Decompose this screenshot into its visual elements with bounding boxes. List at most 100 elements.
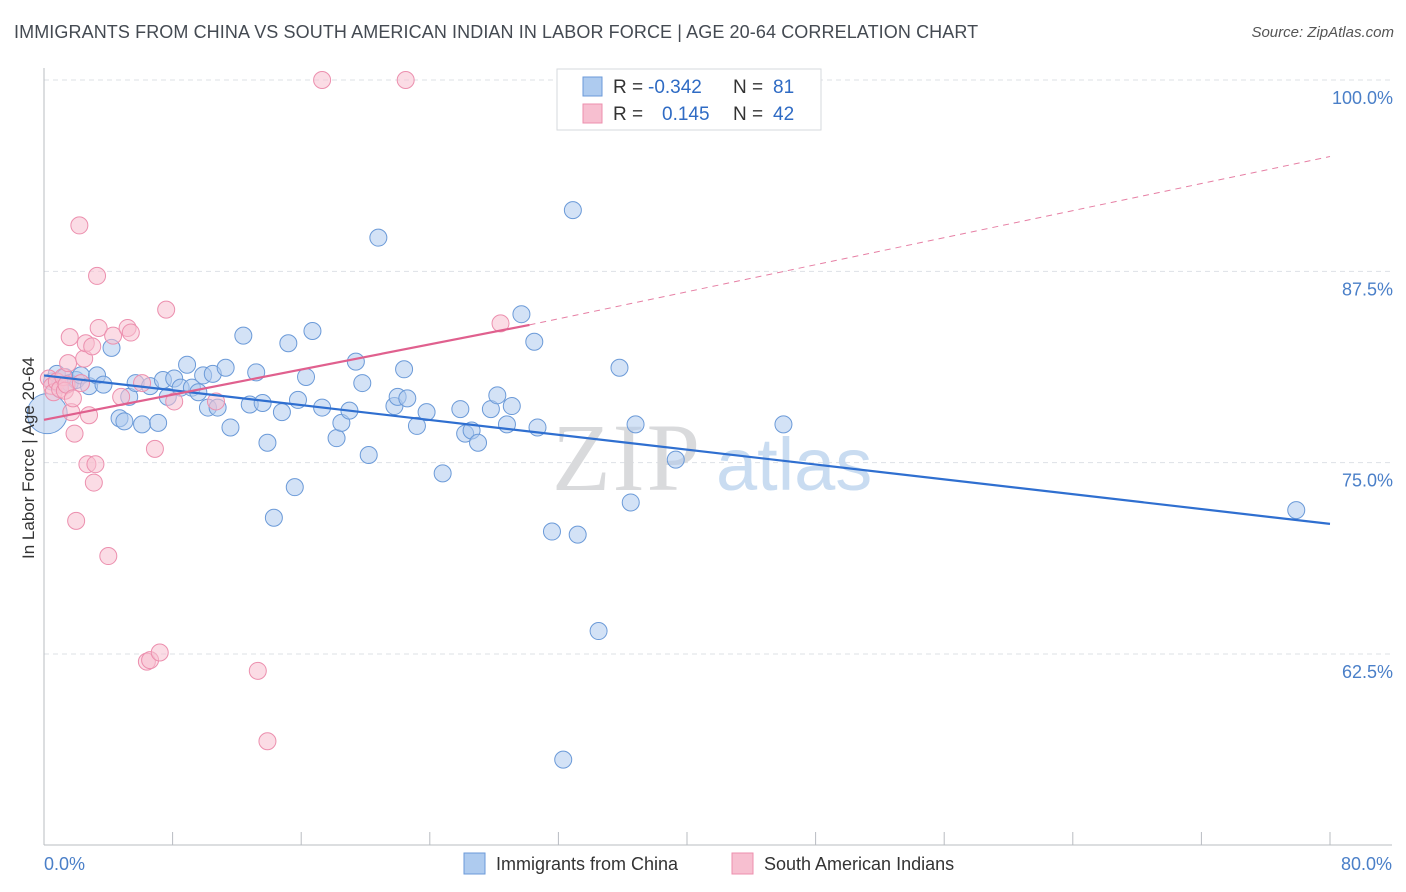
point-south-american-indians-8 (59, 354, 78, 373)
x-tick-labels: 0.0% 80.0% (44, 854, 1392, 874)
legend-r-label-2: R = (613, 104, 643, 125)
point-south-american-indians-38 (248, 661, 267, 680)
point-china-37 (264, 508, 283, 527)
point-south-american-indians-37 (207, 392, 226, 411)
y-axis-title: In Labor Force | Age 20-64 (19, 357, 38, 559)
point-china-73 (568, 525, 587, 544)
point-south-american-indians-42 (491, 314, 510, 333)
y-tick-label-1: 75.0% (1342, 471, 1393, 491)
chart-title: IMMIGRANTS FROM CHINA VS SOUTH AMERICAN … (14, 22, 979, 42)
correlation-legend: R = -0.342 N = 81 R = 0.145 N = 42 (556, 68, 822, 131)
watermark-atlas: atlas (716, 423, 872, 506)
point-china-76 (621, 493, 640, 512)
point-china-77 (626, 415, 645, 434)
legend-r-label-1: R = (613, 77, 643, 98)
point-south-american-indians-12 (65, 424, 84, 443)
point-south-american-indians-36 (165, 392, 184, 411)
point-china-78 (666, 450, 685, 469)
point-south-american-indians-25 (99, 547, 118, 566)
point-south-american-indians-33 (145, 439, 164, 458)
point-china-42 (297, 367, 316, 386)
point-china-40 (285, 478, 304, 497)
source-label: Source: ZipAtlas.com (1251, 24, 1394, 41)
legend-swatch-pink (582, 103, 603, 124)
series-south-american-indian-points (39, 71, 510, 751)
trend-line-south-american-indians (43, 323, 530, 421)
legend-swatch-blue (582, 76, 603, 97)
point-china-70 (542, 522, 561, 541)
axes (43, 68, 1392, 846)
point-south-american-indians-41 (396, 71, 415, 89)
point-south-american-indians-39 (258, 732, 277, 751)
point-china-23 (178, 355, 197, 374)
point-china-45 (327, 429, 346, 448)
point-south-american-indians-35 (157, 300, 176, 319)
point-south-american-indians-24 (89, 318, 108, 337)
trend-line-china (43, 374, 1331, 525)
gridlines (44, 79, 1392, 655)
point-south-american-indians-21 (84, 473, 103, 492)
point-china-30 (216, 358, 235, 377)
point-china-64 (488, 386, 507, 405)
legend-r-value-1: -0.342 (648, 77, 702, 98)
point-south-american-indians-26 (104, 326, 123, 345)
point-china-48 (346, 352, 365, 371)
bottom-legend-swatch-china (463, 852, 486, 875)
x-tick-label-min: 0.0% (44, 854, 85, 874)
point-south-american-indians-23 (88, 266, 107, 285)
point-south-american-indians-13 (67, 511, 86, 530)
bottom-legend-label-south-american-indians: South American Indians (764, 854, 954, 874)
point-south-american-indians-22 (86, 455, 105, 474)
y-tick-labels: 62.5% 75.0% 87.5% 100.0% (1332, 88, 1393, 682)
point-south-american-indians-30 (133, 374, 152, 393)
legend-n-label-2: N = (733, 104, 763, 125)
point-china-16 (133, 415, 152, 434)
point-china-43 (303, 322, 322, 341)
point-china-35 (253, 393, 272, 412)
point-china-50 (359, 446, 378, 465)
legend-r-value-2: 0.145 (662, 104, 710, 125)
point-china-71 (554, 750, 573, 769)
point-china-31 (221, 418, 240, 437)
point-china-80 (1287, 501, 1306, 520)
point-china-75 (610, 358, 629, 377)
point-china-79 (774, 415, 793, 434)
y-tick-label-2: 87.5% (1342, 279, 1393, 299)
bottom-legend-label-china: Immigrants from China (496, 854, 679, 874)
series-legend: Immigrants from China South American Ind… (463, 852, 954, 875)
point-china-72 (563, 201, 582, 220)
x-tick-label-max: 80.0% (1341, 854, 1392, 874)
point-south-american-indians-15 (71, 374, 90, 393)
point-south-american-indians-40 (313, 71, 332, 89)
point-china-10 (94, 375, 113, 394)
point-china-62 (469, 433, 488, 452)
point-china-39 (279, 334, 298, 353)
point-china-51 (369, 228, 388, 247)
point-south-american-indians-14 (70, 216, 89, 235)
legend-n-label-1: N = (733, 77, 763, 98)
point-china-18 (149, 413, 168, 432)
point-china-49 (353, 374, 372, 393)
point-china-67 (512, 305, 531, 324)
legend-n-value-2: 42 (773, 104, 794, 125)
point-china-54 (395, 360, 414, 379)
point-south-american-indians-29 (121, 323, 140, 342)
point-china-55 (398, 389, 417, 408)
point-south-american-indians-34 (150, 643, 169, 662)
y-tick-label-0: 62.5% (1342, 662, 1393, 682)
point-south-american-indians-11 (63, 389, 82, 408)
trend-line-south-american-indians-extension (529, 156, 1331, 326)
point-china-66 (502, 397, 521, 416)
point-china-58 (433, 464, 452, 483)
point-china-13 (115, 412, 134, 431)
legend-n-value-1: 81 (773, 77, 794, 98)
trend-lines (43, 156, 1331, 525)
point-south-american-indians-20 (83, 337, 102, 356)
point-south-american-indians-9 (60, 328, 79, 347)
bottom-legend-swatch-south-american-indians (731, 852, 754, 875)
watermark: ZIP atlas (552, 404, 872, 511)
y-tick-label-3: 100.0% (1332, 88, 1393, 108)
point-china-59 (451, 400, 470, 419)
point-china-74 (589, 622, 608, 641)
